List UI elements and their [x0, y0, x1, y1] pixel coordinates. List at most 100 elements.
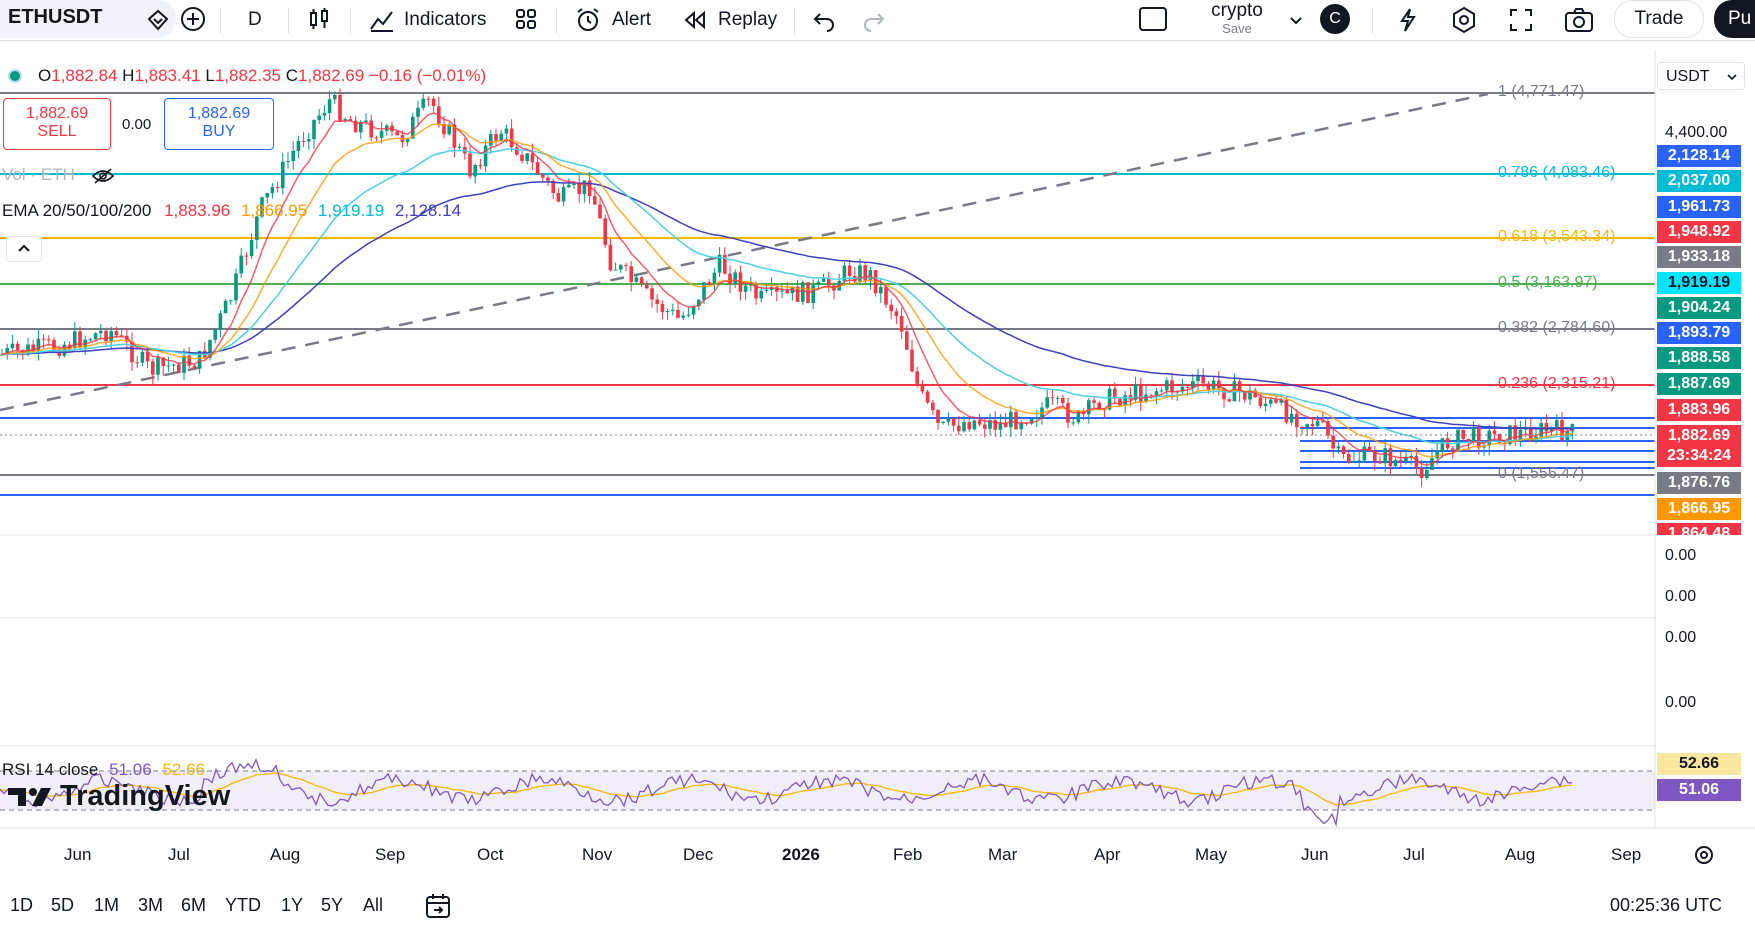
layout-name[interactable]: crypto Save [1192, 0, 1282, 36]
candle-body [1435, 451, 1439, 459]
ema-100-line [1, 148, 1573, 445]
templates-icon[interactable] [514, 7, 538, 31]
range-button[interactable]: 1M [94, 895, 120, 915]
candle-body [551, 180, 555, 194]
fib-level-label: 0.786 (4,083.46) [1498, 164, 1616, 181]
high-value: 1,883.41 [134, 66, 201, 85]
zero-tick: 0.00 [1665, 629, 1697, 646]
clock[interactable]: 00:25:36 UTC [1610, 895, 1723, 915]
indicators-button[interactable]: Indicators [368, 0, 486, 40]
eye-hidden-icon[interactable] [91, 167, 115, 185]
ema-legend[interactable]: EMA 20/50/100/200 1,883.96 1,866.95 1,91… [2, 201, 461, 221]
candle-body [619, 265, 623, 270]
range-button[interactable]: 3M [138, 895, 164, 915]
buy-button[interactable]: 1,882.69 BUY [164, 98, 274, 150]
candle-body [993, 420, 997, 430]
candle-body [1258, 397, 1263, 407]
candle-body [1466, 438, 1471, 443]
time-axis-label: Sep [1611, 845, 1642, 864]
candle-body [572, 183, 576, 185]
volume-legend[interactable]: Vol · ETH [2, 165, 115, 185]
trend-line[interactable] [0, 92, 1489, 412]
candle-body [166, 365, 171, 367]
candle-body [1529, 427, 1533, 442]
candle-body [1570, 424, 1575, 432]
time-axis-label: 2026 [782, 845, 820, 864]
settings-icon[interactable] [1450, 6, 1478, 34]
candle-body [1227, 399, 1231, 402]
add-symbol-icon[interactable] [180, 6, 206, 32]
candle-body [93, 333, 98, 340]
publish-button[interactable]: Pu [1714, 0, 1755, 38]
candle-body [1555, 420, 1559, 428]
candle-body [541, 174, 545, 178]
camera-icon[interactable] [1564, 6, 1594, 34]
candle-body [650, 288, 654, 300]
interval-button[interactable]: D [248, 9, 262, 30]
candle-body [1456, 429, 1460, 450]
undo-icon[interactable] [812, 8, 836, 32]
chevron-down-icon[interactable] [1288, 12, 1304, 28]
candle-body [931, 402, 935, 411]
candle-body [333, 94, 337, 100]
avatar[interactable]: C [1320, 4, 1350, 34]
rsi-band [0, 771, 1655, 810]
candle-body [567, 184, 571, 188]
diamond-icon[interactable] [146, 8, 170, 32]
candles-icon[interactable] [306, 6, 332, 32]
fibonacci-retracement[interactable] [0, 92, 1655, 476]
axis-settings-icon[interactable] [1692, 843, 1716, 867]
ema-20-line [1, 112, 1573, 466]
candle-body [223, 300, 228, 314]
range-button[interactable]: All [363, 895, 384, 915]
range-button[interactable]: 1D [10, 895, 34, 915]
tradingview-logo[interactable]: TradingView [6, 780, 230, 813]
horizontal-levels[interactable] [0, 417, 1655, 496]
candle-body [728, 273, 732, 285]
candle-body [1321, 420, 1325, 422]
rsi-ma-axis-label: 52.66 [1657, 753, 1741, 775]
range-button[interactable]: 1Y [281, 895, 304, 915]
candle-body [395, 131, 399, 136]
replay-button[interactable]: Replay [682, 0, 777, 40]
fullscreen-icon[interactable] [1508, 7, 1534, 33]
tradingview-logo-icon [8, 787, 51, 806]
candle-body [1237, 381, 1242, 393]
go-to-date-icon[interactable] [424, 892, 452, 920]
redo-icon[interactable] [862, 8, 886, 32]
range-button[interactable]: 5D [51, 895, 75, 915]
candle-body [671, 309, 675, 311]
candle-body [1383, 448, 1387, 464]
candle-body [140, 351, 145, 363]
candle-body [1154, 391, 1159, 396]
candle-body [1243, 392, 1247, 400]
close-key: C [285, 66, 299, 85]
collapse-legend-button[interactable] [6, 236, 42, 262]
rsi-legend[interactable]: RSI 14 close 51.06 52.66 [2, 760, 205, 780]
currency-select[interactable]: USDT [1657, 62, 1745, 90]
range-button[interactable]: YTD [225, 895, 261, 915]
symbol-search[interactable]: ETHUSDT [0, 0, 176, 38]
candle-body [603, 218, 607, 245]
quick-search-icon[interactable] [1394, 6, 1422, 34]
candle-body [286, 160, 290, 162]
candle-body [1253, 390, 1257, 398]
candle-body [743, 285, 748, 292]
candle-body [187, 355, 191, 366]
range-button[interactable]: 6M [181, 895, 207, 915]
layout-icon[interactable] [1138, 6, 1168, 34]
trade-button[interactable]: Trade [1614, 0, 1704, 38]
candle-body [239, 255, 243, 274]
rsi-axis-label: 51.06 [1657, 779, 1741, 801]
candle-body [1341, 446, 1346, 455]
candle-body [1419, 468, 1424, 478]
alert-button[interactable]: Alert [574, 0, 651, 40]
high-key: H [122, 66, 135, 85]
range-button[interactable]: 5Y [321, 895, 344, 915]
candle-body [1414, 456, 1419, 469]
candle-body [114, 331, 119, 336]
candle-body [1201, 376, 1205, 384]
sell-button[interactable]: 1,882.69 SELL [3, 98, 111, 150]
ema20-value: 1,883.96 [164, 201, 231, 220]
